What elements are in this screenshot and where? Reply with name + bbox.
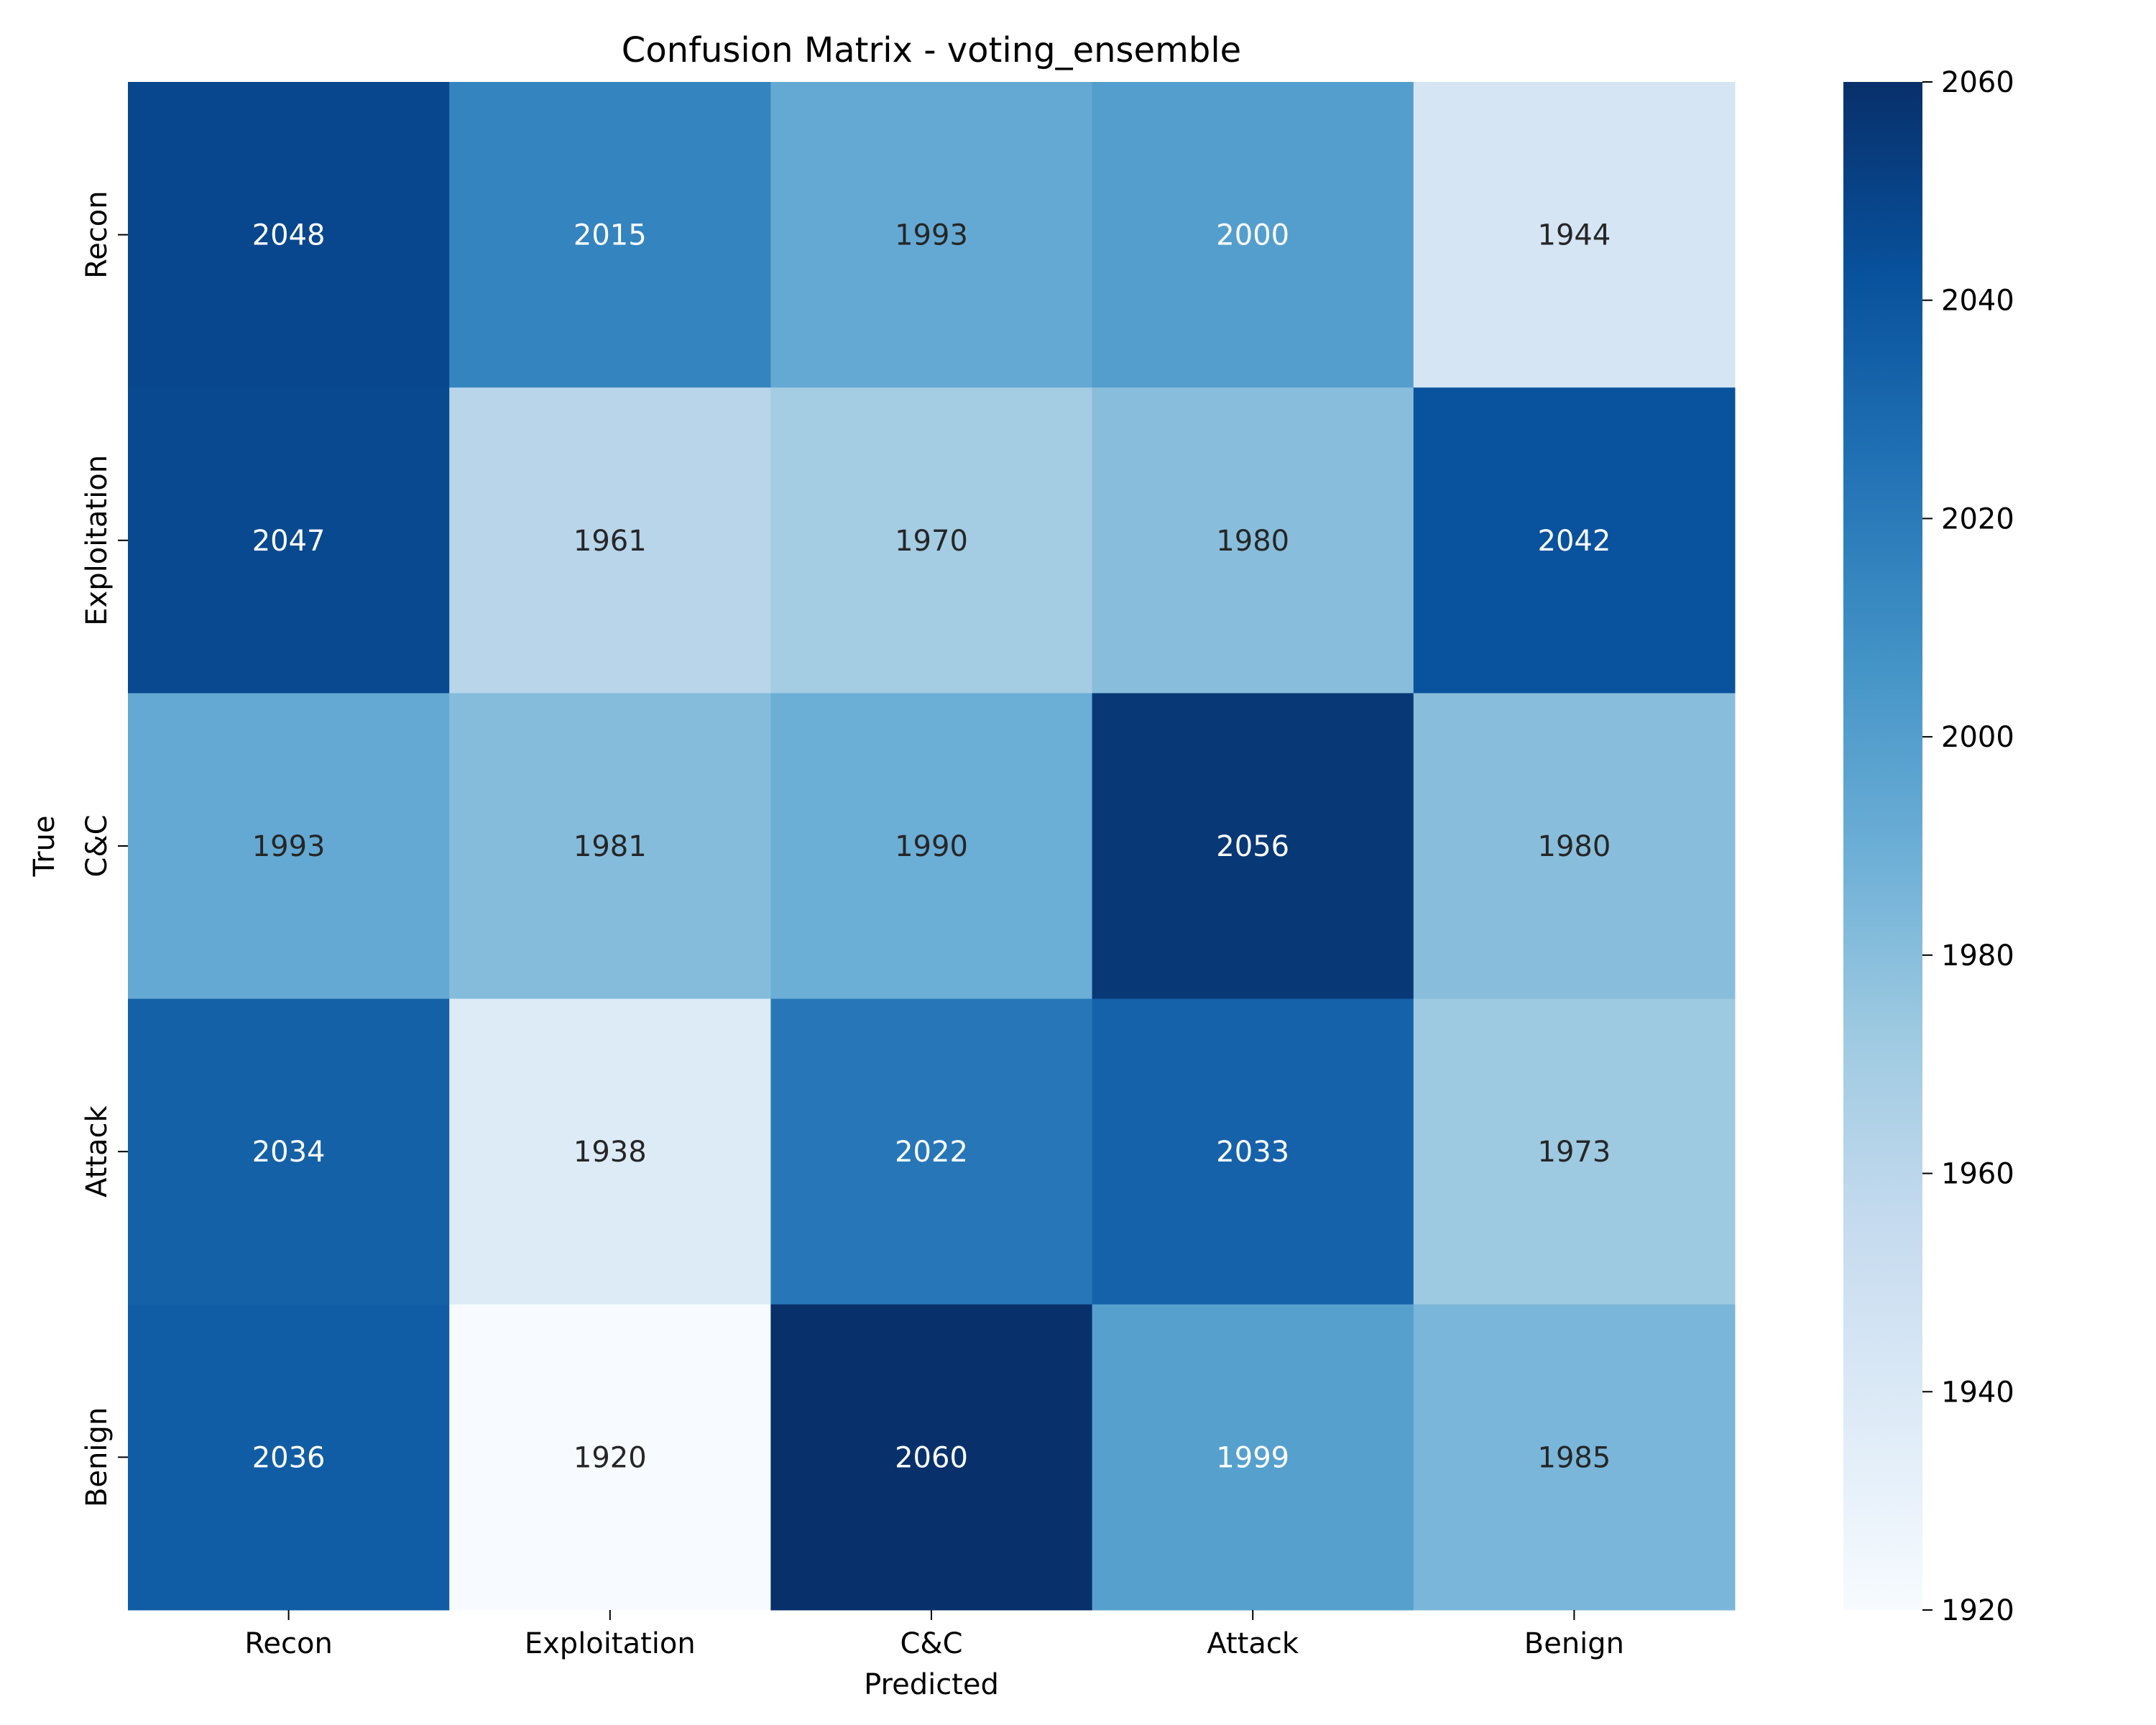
heatmap-cell <box>128 1304 450 1611</box>
heatmap-cell <box>449 998 771 1305</box>
x-tick-label: Exploitation <box>525 1627 696 1660</box>
cell-value-label: 1993 <box>895 219 968 252</box>
cell-value-label: 2000 <box>1216 219 1289 252</box>
cell-value-label: 1944 <box>1538 219 1611 252</box>
x-axis-label: Predicted <box>864 1668 999 1701</box>
colorbar-tick-label: 1960 <box>1941 1158 2014 1191</box>
heatmap-cell <box>449 1304 771 1611</box>
heatmap-cell <box>1092 998 1414 1305</box>
chart-title: Confusion Matrix - voting_ensemble <box>622 30 1241 70</box>
heatmap-cell <box>449 693 771 1000</box>
y-axis-label: True <box>28 816 61 878</box>
cell-value-label: 2034 <box>252 1136 326 1169</box>
cell-value-label: 2048 <box>252 219 326 252</box>
cell-value-label: 1961 <box>573 525 647 558</box>
cell-value-label: 1981 <box>573 830 647 863</box>
heatmap-cell <box>449 387 771 694</box>
x-axis-ticks: Recon Exploitation C&C Attack Benign <box>244 1610 1624 1660</box>
heatmap-cell <box>770 693 1093 1000</box>
x-tick-label: Attack <box>1207 1627 1299 1660</box>
x-tick-label: C&C <box>900 1627 962 1660</box>
cell-value-label: 1993 <box>252 830 326 863</box>
cell-value-label: 2047 <box>252 525 326 558</box>
cell-value-label: 1999 <box>1216 1441 1289 1474</box>
cell-value-label: 2033 <box>1216 1136 1289 1169</box>
colorbar-tick-label: 2040 <box>1941 285 2014 318</box>
heatmap-cells <box>128 82 1736 1611</box>
colorbar-ticks: 1920 1940 1960 1980 2000 2020 2040 2060 <box>1922 66 2014 1627</box>
cell-value-label: 1985 <box>1538 1441 1611 1474</box>
x-tick-label: Benign <box>1524 1627 1624 1660</box>
x-tick-label: Recon <box>244 1627 332 1660</box>
heatmap-cell <box>1413 1304 1736 1611</box>
cell-value-label: 1973 <box>1538 1136 1611 1169</box>
colorbar-gradient <box>1843 82 1922 1610</box>
colorbar-tick-label: 1940 <box>1941 1376 2014 1409</box>
cell-value-label: 1920 <box>573 1441 647 1474</box>
heatmap-cell <box>770 387 1093 694</box>
cell-value-label: 1990 <box>895 830 968 863</box>
heatmap-cell <box>770 1304 1093 1611</box>
y-tick-label: Exploitation <box>80 455 114 626</box>
heatmap-cell <box>1092 693 1414 1000</box>
y-tick-label: C&C <box>80 814 114 877</box>
y-tick-label: Benign <box>80 1407 114 1507</box>
heatmap-cell-labels: 2048 2015 1993 2000 1944 2047 1961 1970 1980 2042… <box>252 219 1611 1475</box>
cell-value-label: 1980 <box>1216 525 1289 558</box>
heatmap-cell <box>1413 387 1736 694</box>
heatmap-cell <box>1413 998 1736 1305</box>
heatmap-cell <box>770 998 1093 1305</box>
cell-value-label: 2056 <box>1216 830 1289 863</box>
heatmap-cell <box>1413 693 1736 1000</box>
cell-value-label: 1938 <box>573 1136 647 1169</box>
heatmap-cell <box>449 82 771 388</box>
y-axis-ticks: Recon Exploitation C&C Attack Benign <box>80 190 128 1507</box>
cell-value-label: 2022 <box>895 1136 968 1169</box>
cell-value-label: 2015 <box>573 219 647 252</box>
heatmap-cell <box>770 82 1093 388</box>
heatmap-cell <box>1413 82 1736 388</box>
heatmap-cell <box>128 998 450 1305</box>
cell-value-label: 2042 <box>1538 525 1611 558</box>
heatmap-cell <box>128 387 450 694</box>
colorbar: 1920 1940 1960 1980 2000 2020 2040 2060 <box>1843 66 2014 1627</box>
colorbar-tick-label: 1920 <box>1941 1594 2014 1627</box>
heatmap-cell <box>128 693 450 1000</box>
heatmap-cell <box>1092 387 1414 694</box>
heatmap-cell <box>1092 82 1414 388</box>
colorbar-tick-label: 2060 <box>1941 66 2014 99</box>
colorbar-tick-label: 2000 <box>1941 721 2014 754</box>
y-tick-label: Recon <box>80 190 114 278</box>
cell-value-label: 1980 <box>1538 830 1611 863</box>
colorbar-tick-label: 1980 <box>1941 939 2014 972</box>
cell-value-label: 1970 <box>895 525 968 558</box>
cell-value-label: 2036 <box>252 1441 326 1474</box>
heatmap-cell <box>1092 1304 1414 1611</box>
heatmap-cell <box>128 82 450 388</box>
y-tick-label: Attack <box>80 1105 114 1198</box>
colorbar-tick-label: 2020 <box>1941 502 2014 535</box>
cell-value-label: 2060 <box>895 1441 968 1474</box>
